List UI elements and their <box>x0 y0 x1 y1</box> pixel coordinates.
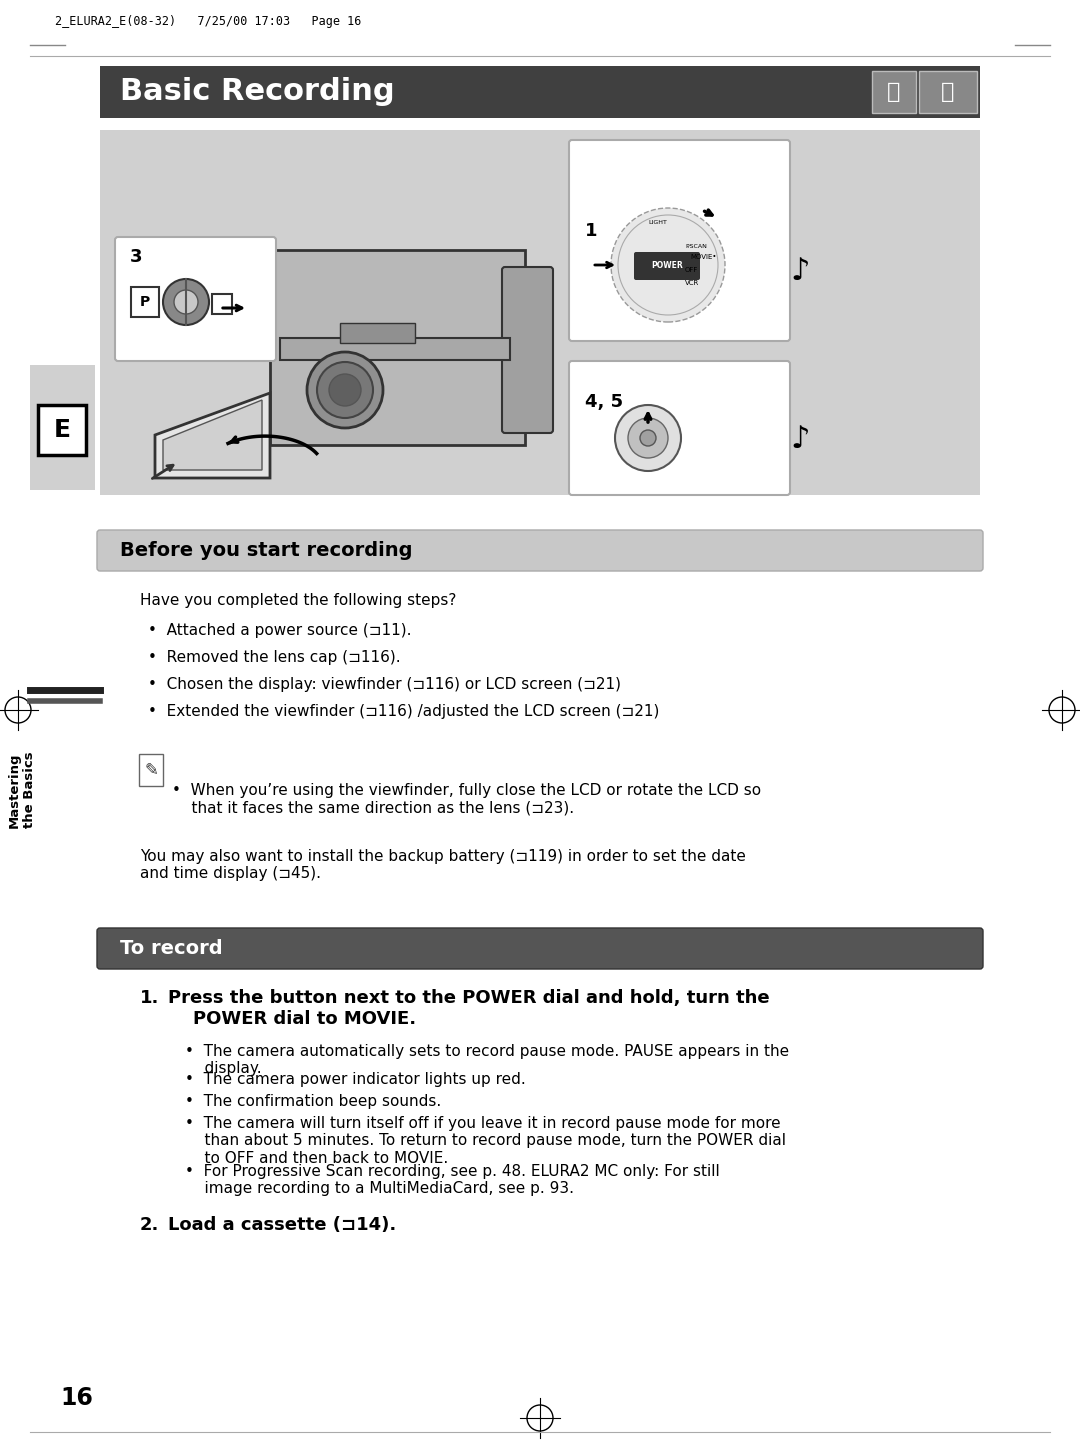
Circle shape <box>163 278 210 325</box>
Text: •  The camera automatically sets to record pause mode. PAUSE appears in the
    : • The camera automatically sets to recor… <box>185 1043 789 1076</box>
Circle shape <box>611 208 725 322</box>
Text: 📼: 📼 <box>888 82 901 102</box>
FancyBboxPatch shape <box>280 338 510 359</box>
Text: Before you start recording: Before you start recording <box>120 541 413 560</box>
FancyBboxPatch shape <box>634 253 700 280</box>
Text: 1.: 1. <box>140 988 160 1007</box>
FancyBboxPatch shape <box>131 287 159 317</box>
Text: •  Attached a power source (⊐11).: • Attached a power source (⊐11). <box>148 623 411 638</box>
Text: P: P <box>140 294 150 309</box>
FancyBboxPatch shape <box>100 130 980 495</box>
FancyBboxPatch shape <box>569 140 789 341</box>
Text: You may also want to install the backup battery (⊐119) in order to set the date
: You may also want to install the backup … <box>140 848 746 882</box>
Text: P.SCAN: P.SCAN <box>685 244 707 248</box>
Text: POWER: POWER <box>651 261 683 270</box>
FancyBboxPatch shape <box>38 405 86 455</box>
FancyBboxPatch shape <box>270 250 525 444</box>
Text: LIGHT: LIGHT <box>648 219 666 225</box>
Text: Press the button next to the POWER dial and hold, turn the
    POWER dial to MOV: Press the button next to the POWER dial … <box>168 988 770 1027</box>
FancyBboxPatch shape <box>97 530 983 571</box>
FancyBboxPatch shape <box>872 71 916 113</box>
Circle shape <box>627 418 669 457</box>
Text: VCR: VCR <box>685 280 699 286</box>
Polygon shape <box>163 400 262 470</box>
Polygon shape <box>156 392 270 478</box>
FancyBboxPatch shape <box>30 365 95 491</box>
Text: •  The camera power indicator lights up red.: • The camera power indicator lights up r… <box>185 1072 526 1087</box>
Text: 16: 16 <box>60 1385 93 1410</box>
FancyBboxPatch shape <box>139 755 163 786</box>
FancyBboxPatch shape <box>212 294 232 315</box>
FancyBboxPatch shape <box>569 361 789 495</box>
FancyBboxPatch shape <box>502 267 553 433</box>
Circle shape <box>318 362 373 418</box>
Text: ♪: ♪ <box>791 257 810 287</box>
Text: ♪: ♪ <box>791 426 810 455</box>
Circle shape <box>174 290 198 315</box>
Text: •  The camera will turn itself off if you leave it in record pause mode for more: • The camera will turn itself off if you… <box>185 1115 786 1166</box>
Circle shape <box>329 374 361 405</box>
Text: 📷: 📷 <box>942 82 955 102</box>
Circle shape <box>615 405 681 470</box>
FancyBboxPatch shape <box>114 237 276 361</box>
Text: •  When you’re using the viewfinder, fully close the LCD or rotate the LCD so
  : • When you’re using the viewfinder, full… <box>172 784 761 815</box>
Text: •  For Progressive Scan recording, see p. 48. ELURA2 MC only: For still
    imag: • For Progressive Scan recording, see p.… <box>185 1165 719 1196</box>
Text: •  Removed the lens cap (⊐116).: • Removed the lens cap (⊐116). <box>148 649 401 665</box>
Text: 3: 3 <box>130 248 143 266</box>
Text: •  The confirmation beep sounds.: • The confirmation beep sounds. <box>185 1094 442 1110</box>
Text: Load a cassette (⊐14).: Load a cassette (⊐14). <box>168 1216 396 1234</box>
FancyBboxPatch shape <box>919 71 977 113</box>
FancyBboxPatch shape <box>100 66 980 118</box>
Text: 2_ELURA2_E(08-32)   7/25/00 17:03   Page 16: 2_ELURA2_E(08-32) 7/25/00 17:03 Page 16 <box>55 16 362 29</box>
Circle shape <box>640 430 656 446</box>
Text: ✎: ✎ <box>144 760 158 779</box>
Text: •  Extended the viewfinder (⊐116) /adjusted the LCD screen (⊐21): • Extended the viewfinder (⊐116) /adjust… <box>148 704 660 719</box>
Text: 1: 1 <box>585 222 597 240</box>
Text: Mastering
the Basics: Mastering the Basics <box>8 752 36 828</box>
Text: 2.: 2. <box>140 1216 160 1234</box>
FancyBboxPatch shape <box>97 928 983 970</box>
Text: To record: To record <box>120 938 222 958</box>
Text: Basic Recording: Basic Recording <box>120 78 394 107</box>
Circle shape <box>307 352 383 429</box>
Text: Have you completed the following steps?: Have you completed the following steps? <box>140 593 457 608</box>
Text: OFF: OFF <box>685 267 699 273</box>
FancyBboxPatch shape <box>340 323 415 343</box>
Text: •  Chosen the display: viewfinder (⊐116) or LCD screen (⊐21): • Chosen the display: viewfinder (⊐116) … <box>148 677 621 693</box>
Text: E: E <box>54 418 70 442</box>
Text: 4, 5: 4, 5 <box>585 392 623 411</box>
Text: MOVIE•: MOVIE• <box>690 254 716 260</box>
